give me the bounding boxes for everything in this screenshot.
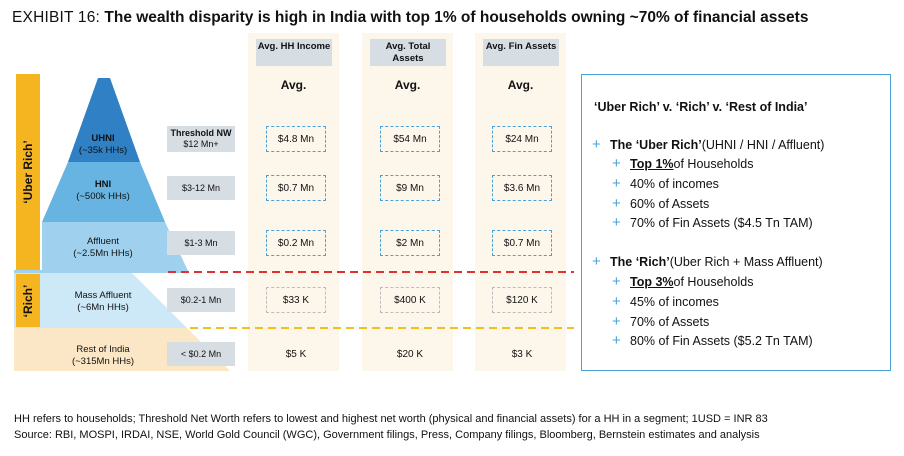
uber-rich-label: ‘Uber Rich’	[21, 140, 35, 204]
tier-label-uhni: UHNI (~35k HHs)	[43, 133, 163, 156]
cell-affluent-total-assets: $2 Mn	[380, 230, 440, 256]
group1-item-text: 40% of incomes	[630, 176, 719, 191]
cell-affluent-fin-assets: $0.7 Mn	[492, 230, 552, 256]
tier-households: (~6Mn HHs)	[77, 301, 129, 313]
group2-title-bold: The ‘Rich’	[610, 254, 670, 269]
group1-item-4: +70% of Fin Assets ($4.5 Tn TAM)	[612, 214, 813, 231]
subheader-fin-assets: Avg.	[507, 78, 534, 92]
cell-hni-income: $0.7 Mn	[266, 175, 326, 201]
group1-item-text: 60% of Assets	[630, 196, 710, 211]
group2-item-1: + Top 3% of Households	[612, 273, 753, 290]
threshold-mass-affluent: $0.2-1 Mn	[167, 288, 235, 312]
tier-name: HNI	[94, 179, 112, 190]
tier-households: (~315Mn HHs)	[71, 355, 135, 367]
tier-label-rest-of-india: Rest of India (~315Mn HHs)	[43, 344, 163, 367]
group2-item-rest: of Households	[673, 274, 754, 289]
tier-name: Rest of India	[76, 344, 130, 355]
tier-households: (~2.5Mn HHs)	[73, 247, 133, 259]
plus-icon: +	[612, 293, 621, 310]
plus-icon: +	[592, 253, 601, 270]
rich-label: ‘Rich’	[21, 284, 35, 317]
tier-name: UHNI	[91, 133, 115, 144]
group2-item-text: 80% of Fin Assets ($5.2 Tn TAM)	[630, 333, 813, 348]
group2-top-share: Top 3%	[630, 274, 674, 289]
group2-title-rest: (Uber Rich + Mass Affluent)	[669, 254, 823, 269]
tier-name: Mass Affluent	[74, 290, 132, 301]
plus-icon: +	[612, 155, 621, 172]
group1-item-text: 70% of Fin Assets ($4.5 Tn TAM)	[630, 215, 813, 230]
cell-mass-affluent-income: $33 K	[266, 287, 326, 313]
column-header-income: Avg. HH Income	[256, 39, 332, 66]
plus-icon: +	[592, 136, 601, 153]
cell-uhni-income: $4.8 Mn	[266, 126, 326, 152]
threshold-value: $3-12 Mn	[181, 182, 221, 193]
group2-item-3: +70% of Assets	[612, 313, 709, 330]
cell-hni-fin-assets: $3.6 Mn	[492, 175, 552, 201]
column-header-fin-assets: Avg. Fin Assets	[483, 39, 559, 66]
panel-heading: ‘Uber Rich’ v. ‘Rich’ v. ‘Rest of India’	[594, 100, 808, 114]
threshold-rest-of-india: < $0.2 Mn	[167, 342, 235, 366]
exhibit-title: EXHIBIT 16: The wealth disparity is high…	[12, 9, 808, 27]
threshold-value: < $0.2 Mn	[180, 348, 222, 359]
column-header-total-assets: Avg. Total Assets	[370, 39, 446, 66]
tier-label-hni: HNI (~500k HHs)	[43, 179, 163, 202]
subheader-income: Avg.	[280, 78, 307, 92]
threshold-value: $12 Mn+	[183, 139, 219, 149]
exhibit-number: EXHIBIT 16:	[12, 9, 101, 26]
tier-households: (~35k HHs)	[78, 144, 128, 156]
threshold-affluent: $1-3 Mn	[167, 231, 235, 255]
threshold-header: Threshold NW	[170, 128, 232, 138]
footnote-definitions: HH refers to households; Threshold Net W…	[14, 413, 768, 425]
footnote-source: Source: RBI, MOSPI, IRDAI, NSE, World Go…	[14, 429, 760, 441]
column-shade-total-assets	[362, 33, 453, 371]
exhibit-headline: The wealth disparity is high in India wi…	[104, 9, 809, 26]
cell-rest-total-assets: $20 K	[396, 348, 424, 360]
cell-hni-total-assets: $9 Mn	[380, 175, 440, 201]
cell-uhni-total-assets: $54 Mn	[380, 126, 440, 152]
group1-title-rest: (UHNI / HNI / Affluent)	[701, 137, 825, 152]
plus-icon: +	[612, 175, 621, 192]
column-shade-fin-assets	[475, 33, 566, 371]
group1-item-3: +60% of Assets	[612, 195, 709, 212]
threshold-hni: $3-12 Mn	[167, 176, 235, 200]
group2-item-4: +80% of Fin Assets ($5.2 Tn TAM)	[612, 332, 813, 349]
threshold-value: $1-3 Mn	[184, 237, 218, 248]
threshold-value: $0.2-1 Mn	[180, 294, 222, 305]
cell-rest-income: $5 K	[285, 348, 307, 360]
group1-title: + The ‘Uber Rich’ (UHNI / HNI / Affluent…	[592, 136, 824, 153]
group1-top-share: Top 1%	[630, 156, 674, 171]
uber-rich-bracket: ‘Uber Rich’	[16, 74, 40, 270]
group2-item-text: 45% of incomes	[630, 294, 719, 309]
plus-icon: +	[612, 214, 621, 231]
tier-label-mass-affluent: Mass Affluent (~6Mn HHs)	[43, 290, 163, 313]
group1-item-rest: of Households	[673, 156, 754, 171]
group1-title-bold: The ‘Uber Rich’	[610, 137, 702, 152]
plus-icon: +	[612, 273, 621, 290]
column-shade-income	[248, 33, 339, 371]
rich-bracket: ‘Rich’	[16, 274, 40, 327]
tier-name: Affluent	[86, 236, 120, 247]
tier-households: (~500k HHs)	[76, 190, 130, 202]
cell-affluent-income: $0.2 Mn	[266, 230, 326, 256]
threshold-uhni: Threshold NW $12 Mn+	[167, 126, 235, 152]
cell-mass-affluent-fin-assets: $120 K	[492, 287, 552, 313]
tier-label-affluent: Affluent (~2.5Mn HHs)	[43, 236, 163, 259]
group2-item-2: +45% of incomes	[612, 293, 719, 310]
plus-icon: +	[612, 313, 621, 330]
summary-panel: ‘Uber Rich’ v. ‘Rich’ v. ‘Rest of India’…	[581, 74, 891, 371]
cell-rest-fin-assets: $3 K	[511, 348, 533, 360]
cell-mass-affluent-total-assets: $400 K	[380, 287, 440, 313]
plus-icon: +	[612, 195, 621, 212]
group2-item-text: 70% of Assets	[630, 314, 710, 329]
plus-icon: +	[612, 332, 621, 349]
group1-item-1: + Top 1% of Households	[612, 155, 753, 172]
group1-item-2: +40% of incomes	[612, 175, 719, 192]
subheader-total-assets: Avg.	[394, 78, 421, 92]
group2-title: + The ‘Rich’ (Uber Rich + Mass Affluent)	[592, 253, 823, 270]
cell-uhni-fin-assets: $24 Mn	[492, 126, 552, 152]
